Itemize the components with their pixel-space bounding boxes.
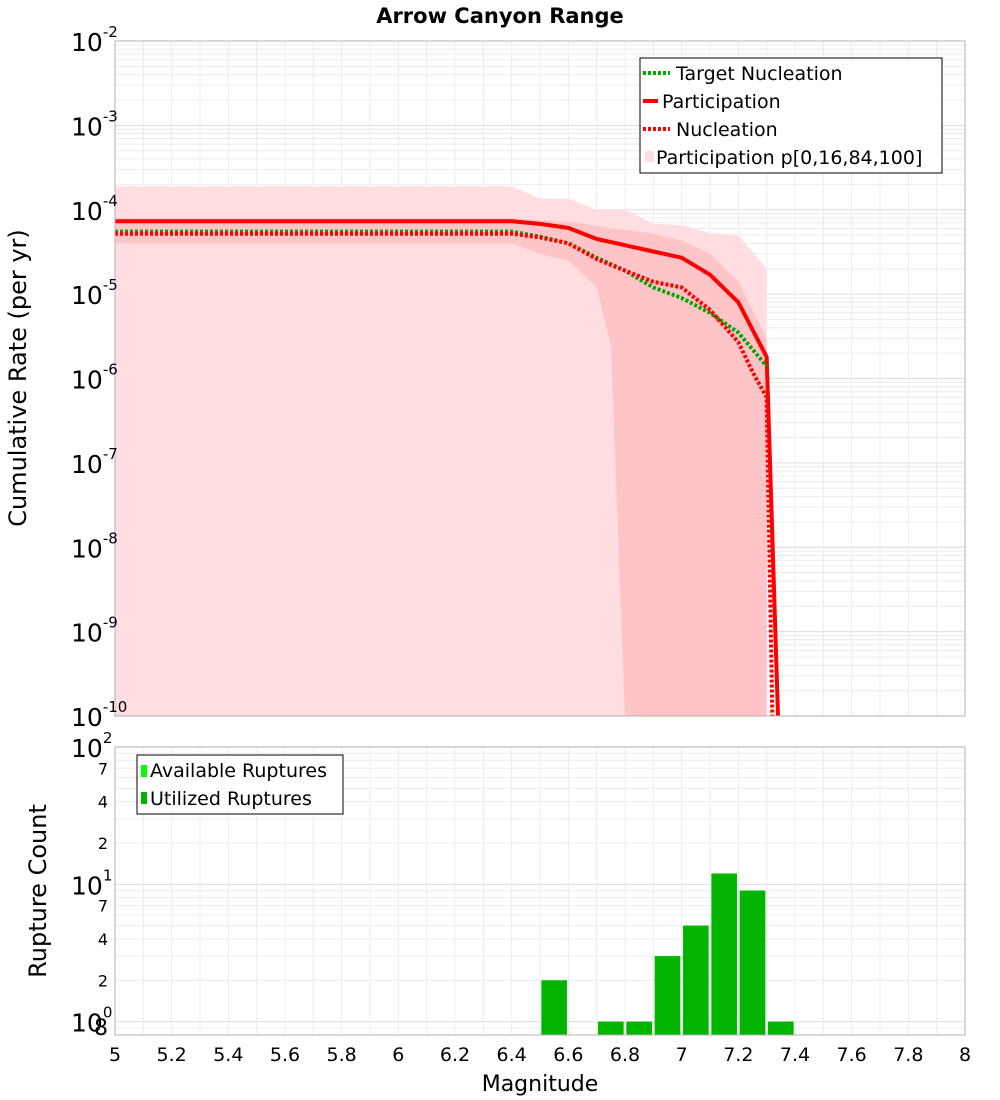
- bottom-y-major-tick-label: 100: [71, 1004, 112, 1038]
- top-plot-legend: Target Nucleation Participation Nucleati…: [639, 57, 943, 174]
- rate-series-lines: [115, 219, 780, 717]
- bottom-x-tick-label: 7.8: [893, 1044, 923, 1066]
- bottom-plot-frame: [114, 746, 966, 1036]
- bottom-y-major-tick-label: 102: [71, 729, 112, 763]
- bottom-x-tick-label: 6.2: [440, 1044, 470, 1066]
- bottom-plot-x-tick-labels: 5 5.2 5.4 5.6 5.8 6 6.2 6.4 6.6 6.8 7 7.2 7.4 7.6 7.8 8: [109, 1044, 971, 1066]
- top-plot-y-tick-labels: 10-2 10-3 10-4 10-5 10-6 10-7 10-8 10-9 10-10: [71, 23, 127, 732]
- bar-utilized-ruptures: [711, 873, 737, 1035]
- bar-utilized-ruptures: [654, 956, 681, 1035]
- top-y-tick-label: 10-9: [71, 614, 118, 648]
- bottom-plot: 7 4 2 7 4 2 8 102 101 100 5 5.2 5.4 5.6 5.8 6 6.2 6.4 6.6…: [24, 729, 971, 1097]
- bottom-x-tick-label: 6: [392, 1044, 404, 1066]
- top-y-tick-label: 10-10: [71, 698, 127, 732]
- bottom-plot-y-tick-labels: 7 4 2 7 4 2 8 102 101 100: [71, 729, 112, 1041]
- bottom-x-tick-label: 6.4: [497, 1044, 527, 1066]
- bottom-y-tick-label: 7: [98, 897, 108, 916]
- bottom-x-tick-label: 7.2: [723, 1044, 753, 1066]
- legend-label-available-ruptures: Available Ruptures: [150, 760, 327, 782]
- top-plot-frame: [114, 40, 966, 717]
- legend-swatch-participation-band: [645, 151, 654, 162]
- top-y-tick-label: 10-5: [71, 276, 118, 310]
- legend-swatch-utilized-ruptures: [141, 792, 147, 804]
- top-plot-y-axis-label: Cumulative Rate (per yr): [4, 229, 32, 527]
- bar-utilized-ruptures: [768, 1021, 794, 1035]
- bottom-x-tick-label: 5.2: [157, 1044, 187, 1066]
- bottom-y-major-tick-label: 101: [71, 866, 112, 900]
- legend-swatch-available-ruptures: [141, 765, 147, 777]
- bottom-x-tick-label: 6.6: [553, 1044, 583, 1066]
- bar-utilized-ruptures: [598, 1021, 624, 1035]
- chart-title: Arrow Canyon Range: [376, 4, 624, 28]
- participation-bands: [115, 186, 767, 716]
- legend-label-nucleation: Nucleation: [676, 119, 778, 141]
- top-y-tick-label: 10-8: [71, 529, 118, 563]
- bar-utilized-ruptures: [739, 890, 766, 1035]
- bar-utilized-ruptures: [541, 980, 567, 1035]
- bar-utilized-ruptures: [683, 925, 709, 1035]
- top-plot: 10-2 10-3 10-4 10-5 10-6 10-7 10-8 10-9 10-10 Cu…: [4, 23, 966, 732]
- bottom-x-tick-label: 5.8: [327, 1044, 357, 1066]
- series-line-participation: [115, 219, 780, 717]
- bar-utilized-ruptures: [626, 1021, 652, 1035]
- top-y-tick-label: 10-2: [71, 23, 118, 57]
- bottom-y-tick-label: 4: [98, 793, 108, 812]
- bottom-plot-legend-box: [136, 754, 344, 815]
- legend-label-participation: Participation: [662, 91, 781, 113]
- bottom-y-tick-label: 2: [98, 971, 108, 990]
- bottom-x-tick-label: 8: [959, 1044, 971, 1066]
- bottom-y-tick-label: 4: [98, 930, 108, 949]
- bottom-x-tick-label: 5: [109, 1044, 121, 1066]
- top-y-tick-label: 10-6: [71, 361, 118, 395]
- series-line-nucleation: [115, 231, 775, 717]
- bottom-x-tick-label: 7.4: [780, 1044, 810, 1066]
- participation-band-0: [115, 186, 767, 716]
- bottom-y-tick-label: 2: [98, 834, 108, 853]
- rupture-count-bars: [541, 873, 794, 1035]
- legend-label-utilized-ruptures: Utilized Ruptures: [150, 788, 312, 810]
- top-y-tick-label: 10-7: [71, 445, 118, 479]
- top-y-tick-label: 10-3: [71, 107, 118, 141]
- bottom-x-tick-label: 7.6: [837, 1044, 867, 1066]
- bottom-x-tick-label: 5.4: [213, 1044, 243, 1066]
- legend-label-target-nucleation: Target Nucleation: [675, 63, 843, 85]
- top-plot-legend-box: [639, 57, 943, 174]
- top-y-tick-label: 10-4: [71, 192, 118, 226]
- legend-label-participation-band: Participation p[0,16,84,100]: [656, 147, 922, 169]
- bottom-plot-x-axis-label: Magnitude: [482, 1072, 599, 1097]
- bottom-y-tick-label: 7: [98, 759, 108, 778]
- bottom-y-tick-label: 8: [94, 1016, 108, 1041]
- bottom-plot-legend: Available Ruptures Utilized Ruptures: [136, 754, 344, 815]
- bottom-x-tick-label: 7: [676, 1044, 688, 1066]
- bottom-plot-y-axis-label: Rupture Count: [24, 804, 52, 978]
- bottom-x-tick-label: 6.8: [610, 1044, 640, 1066]
- bottom-x-tick-label: 5.6: [270, 1044, 300, 1066]
